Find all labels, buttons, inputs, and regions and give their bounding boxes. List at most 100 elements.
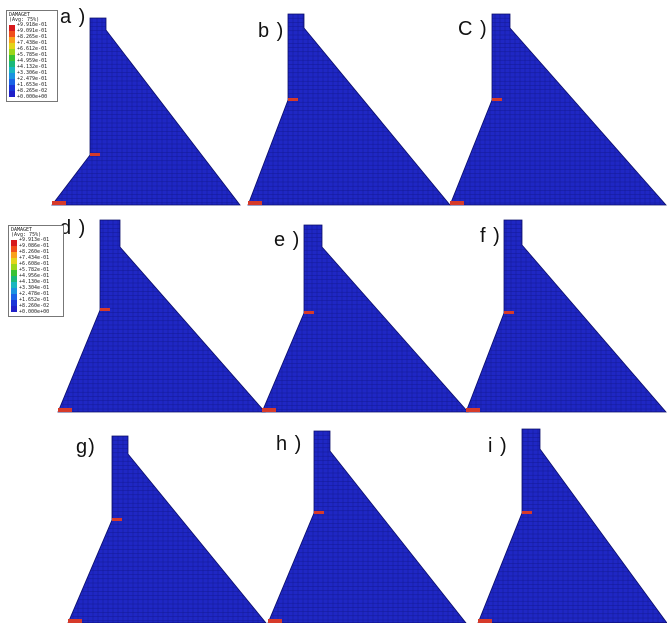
legend-value: +6.612e-01 [17, 46, 48, 52]
damage-zone-heel [478, 619, 492, 623]
legend-value: +1.653e-01 [17, 82, 48, 88]
panel-label-d: d ) [60, 217, 87, 239]
damage-legend-a: DAMAGET (Avg: 75%) +9.918e-01 +9.091e-01 +… [6, 10, 58, 102]
legend-swatch [11, 258, 17, 264]
legend-swatch [11, 294, 17, 300]
panel-label-h: h ) [276, 433, 303, 455]
panel-label-a: a ) [60, 6, 87, 28]
damage-zone-neck [492, 98, 502, 101]
dam-body [52, 18, 240, 205]
damage-zone-heel [68, 619, 82, 623]
damage-zone-heel [450, 201, 464, 205]
legend-value: +7.434e-01 [19, 255, 50, 261]
legend-swatch [9, 79, 15, 85]
legend-swatches [11, 240, 17, 315]
dam-mesh-b [247, 13, 451, 206]
legend-swatch [9, 55, 15, 61]
legend-swatch [11, 252, 17, 258]
panel-c: C ) [449, 0, 667, 210]
dam-body [262, 225, 468, 412]
dam-body [248, 14, 450, 205]
legend-swatch [11, 306, 17, 312]
legend-swatch [9, 61, 15, 67]
legend-title: DAMAGET [11, 227, 33, 233]
legend-swatch [9, 49, 15, 55]
legend-value: +6.608e-01 [19, 261, 50, 267]
panel-f: f ) [465, 215, 667, 415]
dam-mesh-e [261, 224, 469, 413]
damage-zone-heel [466, 408, 480, 412]
legend-value: +3.304e-01 [19, 285, 50, 291]
dam-body [450, 14, 666, 205]
damage-zone-neck [288, 98, 298, 101]
panel-label-b: b ) [258, 20, 285, 42]
damage-zone-heel [262, 408, 276, 412]
legend-value: +3.306e-01 [17, 70, 48, 76]
legend-swatch [11, 288, 17, 294]
legend-swatch [9, 37, 15, 43]
panel-label-f: f ) [480, 225, 501, 247]
legend-swatch [9, 31, 15, 37]
legend-subtitle: (Avg: 75%) [11, 232, 42, 238]
legend-swatch [11, 240, 17, 246]
dam-mesh-a [51, 17, 241, 206]
legend-value: +0.000e+00 [19, 309, 50, 315]
damage-zone-neck [304, 311, 314, 314]
legend-swatch [11, 300, 17, 306]
legend-value: +9.913e-01 [19, 237, 50, 243]
panel-label-e: e ) [274, 229, 301, 251]
dam-mesh-c [449, 13, 667, 206]
legend-value: +2.478e-01 [19, 291, 50, 297]
legend-value: +0.000e+00 [17, 94, 48, 100]
damage-zone-heel [268, 619, 282, 623]
damage-zone-neck [100, 308, 110, 311]
mesh-grid [466, 220, 666, 412]
legend-swatch [9, 25, 15, 31]
damage-zone-neck [504, 311, 514, 314]
panel-e: e ) [261, 215, 470, 415]
legend-value: +9.086e-01 [19, 243, 50, 249]
dam-mesh-g [67, 435, 267, 623]
legend-value: +1.652e-01 [19, 297, 50, 303]
damage-zone-neck [112, 518, 122, 521]
legend-swatch [11, 246, 17, 252]
damage-zone-neck [90, 153, 100, 156]
legend-value: +2.479e-01 [17, 76, 48, 82]
legend-swatch [11, 276, 17, 282]
panel-d: d ) DAMAGET (Avg: 75%) +9.913e-01 +9.086e… [0, 215, 266, 415]
legend-value: +8.260e-01 [19, 249, 50, 255]
legend-value: +5.785e-01 [17, 52, 48, 58]
damage-zone-neck [522, 511, 532, 514]
damage-zone-heel [58, 408, 72, 412]
legend-swatch [11, 282, 17, 288]
panel-label-i: i ) [488, 435, 508, 457]
legend-value: +4.956e-01 [19, 273, 50, 279]
damage-zone-heel [248, 201, 262, 205]
legend-subtitle: (Avg: 75%) [9, 17, 40, 23]
legend-swatch [9, 91, 15, 97]
legend-value: +9.918e-01 [17, 22, 48, 28]
legend-value: +5.782e-01 [19, 267, 50, 273]
legend-value: +8.265e-02 [17, 88, 48, 94]
dam-body [58, 220, 265, 412]
legend-swatch [9, 67, 15, 73]
damage-zone-heel [52, 201, 66, 205]
legend-value: +8.260e-02 [19, 303, 50, 309]
dam-mesh-f [465, 219, 667, 413]
panel-b: b ) [240, 0, 452, 210]
panel-g: g) [67, 430, 268, 623]
panel-h: h ) [267, 425, 468, 623]
dam-body [68, 436, 266, 623]
legend-title: DAMAGET [9, 12, 31, 18]
dam-mesh-i [477, 428, 667, 623]
panel-label-g: g) [76, 436, 96, 458]
legend-swatch [9, 85, 15, 91]
panel-i: i ) [477, 425, 667, 623]
legend-swatch [11, 270, 17, 276]
damage-legend-d: DAMAGET (Avg: 75%) +9.913e-01 +9.086e-01 +… [8, 225, 64, 317]
damage-zone-neck [314, 511, 324, 514]
legend-value: +4.132e-01 [17, 64, 48, 70]
panel-a: a ) DAMAGET (Avg: 75%) +9.918e-01 +9.091e… [0, 0, 241, 210]
dam-mesh-h [267, 430, 467, 623]
legend-value: +8.265e-01 [17, 34, 48, 40]
